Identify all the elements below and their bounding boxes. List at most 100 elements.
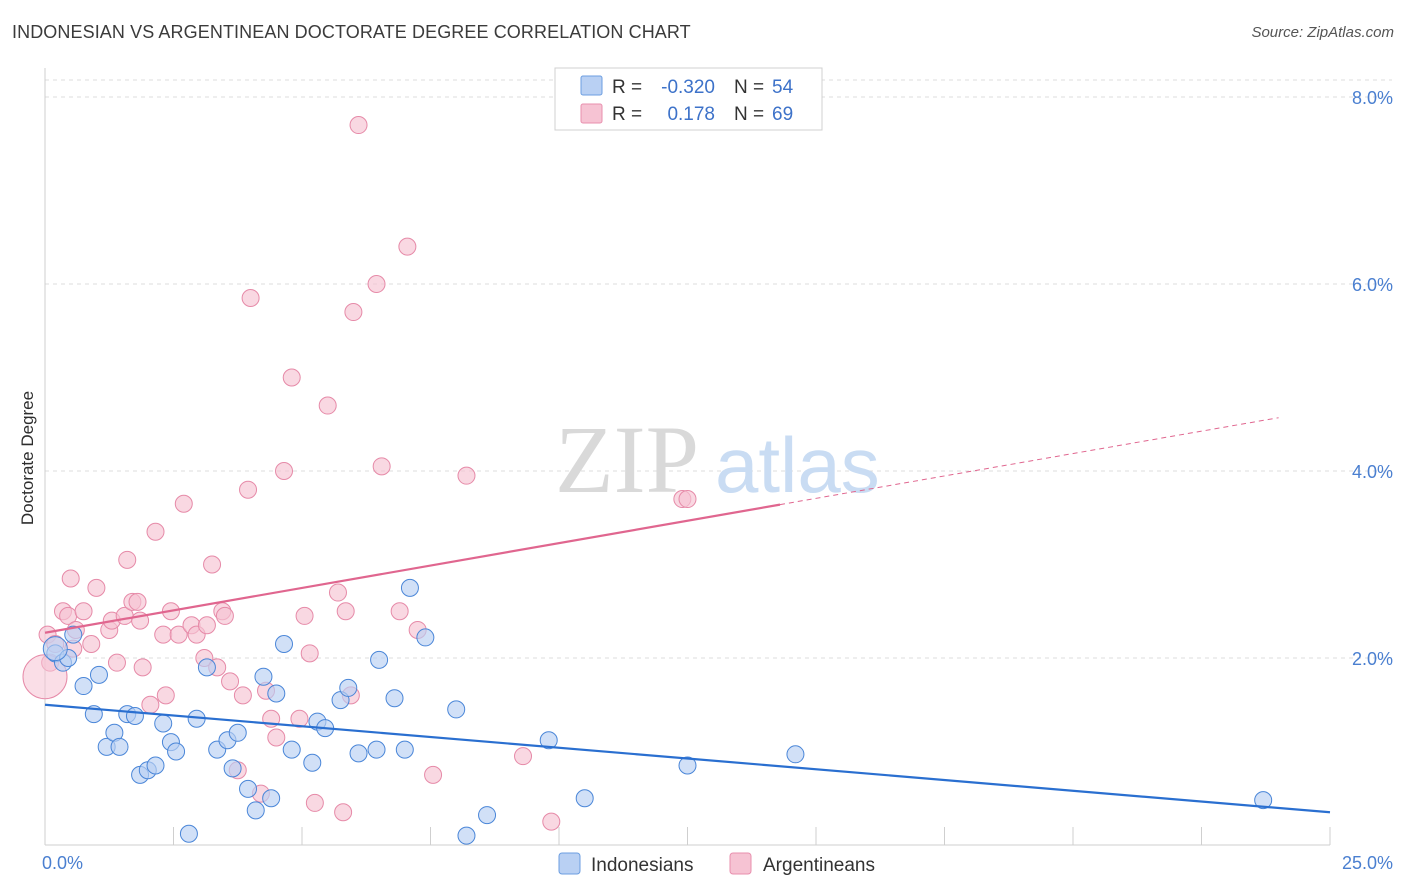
y-axis-label: Doctorate Degree	[18, 391, 37, 525]
argentineans-point	[318, 396, 337, 415]
argentineans-points	[22, 116, 697, 831]
indonesians-point	[179, 824, 198, 843]
indonesians-point	[228, 723, 247, 742]
argentineans-point	[367, 275, 386, 293]
tick-labels: 2.0% 4.0% 6.0% 8.0% 0.0% 25.0%	[42, 88, 1393, 873]
argentineans-point	[233, 686, 252, 705]
indonesians-point	[370, 650, 389, 669]
indonesians-point	[64, 625, 83, 644]
legend-n-value: 69	[772, 104, 793, 125]
argentineans-point	[336, 602, 355, 621]
legend-n-label: N =	[734, 77, 764, 98]
indonesians-point	[223, 759, 242, 778]
indonesians-point	[197, 658, 216, 677]
argentineans-point	[146, 522, 165, 541]
indonesians-point	[786, 745, 805, 764]
argentineans-trend-line	[44, 503, 781, 634]
argentineans-point	[241, 289, 260, 308]
indonesians-point	[110, 737, 129, 756]
argentineans-point	[239, 480, 258, 499]
indonesians-point	[339, 678, 358, 697]
y-tick-label: 2.0%	[1352, 649, 1393, 669]
x-tick-label-min: 0.0%	[42, 853, 83, 873]
indonesians-point	[254, 667, 273, 686]
source-label: Source: ZipAtlas.com	[1251, 24, 1394, 41]
indonesians-point	[89, 665, 108, 684]
indonesians-point	[678, 756, 697, 775]
indonesians-point-large	[42, 636, 68, 662]
argentineans-point	[61, 569, 80, 588]
indonesians-point	[367, 740, 386, 759]
indonesians-point	[416, 628, 435, 647]
argentineans-point	[154, 625, 173, 644]
indonesians-point	[154, 714, 173, 733]
argentineans-point	[267, 728, 286, 747]
indonesians-point	[1254, 791, 1273, 810]
argentineans-point	[197, 616, 216, 635]
argentineans-point	[300, 644, 319, 663]
series-swatch-indonesians	[558, 852, 581, 875]
argentineans-point	[156, 686, 175, 705]
legend-swatch-blue	[580, 75, 603, 96]
indonesians-point	[167, 742, 186, 761]
argentineans-point	[349, 116, 368, 135]
indonesians-point	[239, 779, 258, 798]
indonesians-point	[267, 684, 286, 703]
argentineans-point	[514, 747, 533, 766]
indonesians-point	[385, 689, 404, 708]
trend-lines	[44, 417, 1331, 814]
indonesians-point	[275, 634, 294, 653]
argentineans-point	[74, 602, 93, 621]
watermark-atlas: atlas	[715, 421, 880, 509]
argentineans-point	[678, 490, 697, 509]
legend-r-value: -0.320	[661, 77, 715, 98]
series-label-indonesians: Indonesians	[591, 855, 693, 876]
argentineans-point	[107, 653, 126, 672]
argentineans-point	[221, 672, 240, 691]
argentineans-point	[334, 803, 353, 822]
axes	[44, 68, 1331, 846]
argentineans-trend-extension	[779, 417, 1279, 506]
argentineans-point	[203, 555, 222, 574]
y-tick-label: 8.0%	[1352, 88, 1393, 108]
indonesians-point	[74, 677, 93, 696]
indonesians-point	[262, 789, 281, 808]
argentineans-point	[305, 793, 324, 812]
argentineans-point	[295, 606, 314, 625]
indonesians-point	[349, 744, 368, 763]
legend-r-value: 0.178	[667, 104, 715, 125]
gridlines	[45, 79, 1392, 659]
argentineans-point	[372, 457, 391, 476]
indonesians-trend-line	[44, 703, 1331, 814]
legend-n-label: N =	[734, 104, 764, 125]
watermark: ZIP atlas	[555, 406, 880, 513]
argentineans-point	[390, 602, 409, 621]
indonesians-point	[447, 700, 466, 719]
legend-r-label: R =	[612, 77, 642, 98]
indonesians-point	[457, 826, 476, 845]
argentineans-point	[344, 303, 363, 322]
argentineans-point	[328, 583, 347, 602]
indonesians-point	[575, 789, 594, 808]
indonesians-point	[125, 706, 144, 725]
indonesians-point	[395, 740, 414, 759]
argentineans-point	[215, 606, 234, 625]
argentineans-point	[424, 765, 443, 784]
argentineans-point	[128, 592, 147, 611]
argentineans-point	[169, 625, 188, 644]
argentineans-point	[282, 368, 301, 387]
indonesians-point	[303, 753, 322, 772]
argentineans-point	[118, 550, 137, 569]
series-legend: Indonesians Argentineans	[558, 852, 875, 876]
argentineans-point	[87, 578, 106, 597]
y-tick-label: 4.0%	[1352, 462, 1393, 482]
indonesians-points	[42, 578, 1273, 845]
argentineans-point	[174, 494, 193, 513]
argentineans-point	[133, 658, 152, 677]
correlation-legend: R = -0.320 N = 54 R = 0.178 N = 69	[554, 67, 823, 131]
legend-swatch-pink	[580, 103, 603, 124]
indonesians-point	[400, 578, 419, 597]
indonesians-point	[146, 756, 165, 775]
y-tick-label: 6.0%	[1352, 275, 1393, 295]
